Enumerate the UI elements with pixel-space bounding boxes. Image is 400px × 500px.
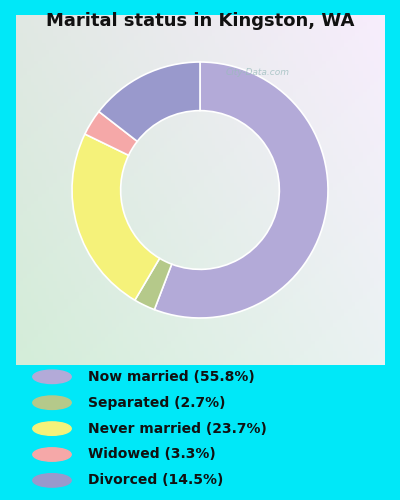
- Circle shape: [33, 370, 71, 384]
- Wedge shape: [99, 62, 200, 142]
- Wedge shape: [154, 62, 328, 318]
- Text: Widowed (3.3%): Widowed (3.3%): [88, 448, 216, 462]
- Text: Divorced (14.5%): Divorced (14.5%): [88, 474, 223, 488]
- Wedge shape: [72, 134, 160, 300]
- Circle shape: [33, 448, 71, 461]
- Circle shape: [33, 474, 71, 487]
- Text: Marital status in Kingston, WA: Marital status in Kingston, WA: [46, 12, 354, 30]
- Wedge shape: [135, 258, 172, 310]
- Circle shape: [33, 422, 71, 436]
- Wedge shape: [85, 112, 137, 156]
- Text: Never married (23.7%): Never married (23.7%): [88, 422, 267, 436]
- Text: City-Data.com: City-Data.com: [226, 68, 290, 78]
- Text: Now married (55.8%): Now married (55.8%): [88, 370, 255, 384]
- Text: Separated (2.7%): Separated (2.7%): [88, 396, 226, 409]
- Circle shape: [33, 396, 71, 409]
